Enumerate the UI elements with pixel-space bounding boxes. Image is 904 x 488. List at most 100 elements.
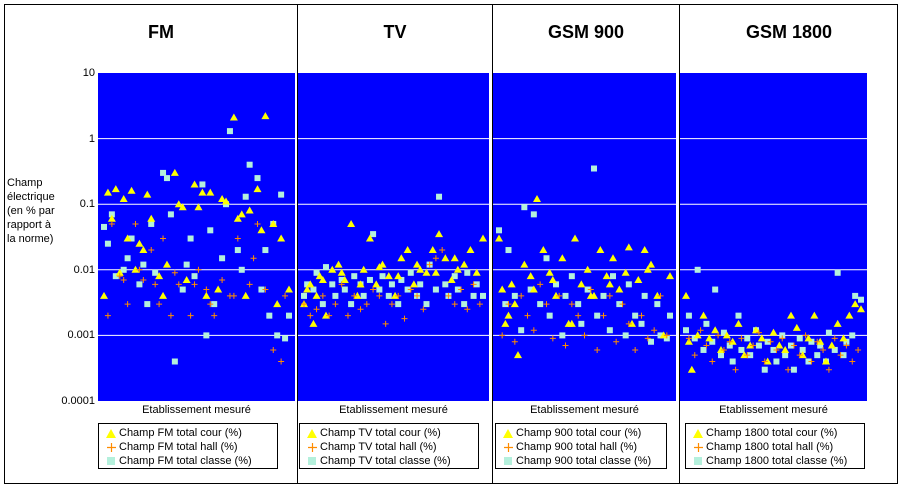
point-cour (202, 291, 211, 299)
point-cour (409, 280, 418, 288)
point-hall (234, 235, 241, 242)
point-hall (808, 358, 815, 365)
point-hall (363, 301, 370, 308)
point-cour (514, 351, 522, 359)
point-cour (583, 265, 592, 273)
point-cour (365, 234, 374, 242)
point-classe (187, 235, 194, 242)
point-cour (303, 285, 312, 293)
point-hall (600, 312, 607, 319)
point-classe (199, 181, 206, 188)
point-classe (594, 312, 601, 319)
point-cour (857, 305, 865, 313)
point-cour (822, 357, 830, 365)
point-classe (152, 269, 159, 276)
point-cour (460, 260, 469, 268)
legend-item: Champ TV total classe (%) (304, 454, 474, 468)
point-hall (414, 292, 421, 299)
point-hall (511, 338, 518, 345)
point-cour (356, 280, 365, 288)
point-classe (825, 329, 832, 336)
point-cour (111, 185, 120, 193)
point-hall (171, 269, 178, 276)
point-classe (638, 320, 645, 327)
point-cour (397, 254, 406, 262)
point-hall (703, 342, 710, 349)
point-classe (219, 255, 226, 262)
point-cour (198, 188, 207, 196)
point-hall (470, 281, 477, 288)
point-hall (837, 352, 844, 359)
point-cour (466, 246, 475, 254)
scatter-svg (298, 138, 489, 336)
y-tick-label: 0.0001 (61, 395, 95, 407)
point-cour (705, 334, 714, 342)
point-classe (234, 247, 241, 254)
point-hall (625, 320, 632, 327)
square-icon (690, 457, 706, 465)
point-classe (530, 211, 537, 218)
point-cour (552, 291, 560, 299)
point-classe (502, 301, 509, 308)
point-classe (461, 301, 468, 308)
point-hall (750, 342, 757, 349)
point-hall (301, 301, 307, 308)
y-axis-title-line: (en % par (7, 205, 55, 217)
point-classe (242, 193, 249, 200)
point-cour (372, 280, 381, 288)
point-classe (348, 301, 355, 308)
point-cour (334, 260, 343, 268)
point-cour (666, 272, 674, 280)
point-classe (163, 175, 170, 182)
plot-area-gsm900 (493, 73, 676, 401)
point-classe (262, 247, 269, 254)
point-classe (258, 286, 265, 293)
legend-item-label: Champ 1800 total classe (%) (706, 455, 848, 467)
y-axis-title-line: rapport à (7, 219, 52, 231)
legend-item: Champ 1800 total hall (%) (690, 440, 860, 454)
point-hall (307, 312, 314, 319)
point-hall (767, 338, 774, 345)
point-classe (591, 165, 597, 172)
point-classe (685, 312, 692, 319)
point-classe (663, 335, 670, 342)
point-classe (657, 332, 664, 339)
point-classe (101, 223, 107, 230)
point-classe (329, 281, 336, 288)
point-hall (395, 292, 402, 299)
point-hall (246, 281, 253, 288)
point-classe (718, 352, 724, 359)
point-hall (530, 327, 537, 334)
point-cour (257, 226, 266, 234)
point-classe (310, 286, 317, 293)
point-cour (123, 234, 132, 242)
point-hall (814, 338, 821, 345)
point-cour (359, 265, 368, 273)
point-hall (439, 247, 446, 254)
point-hall (401, 315, 408, 322)
point-cour (447, 275, 456, 283)
legend-item: Champ FM total cour (%) (103, 426, 273, 440)
point-classe (282, 335, 289, 342)
point-classe (814, 352, 821, 359)
point-hall (613, 338, 620, 345)
point-cour (647, 260, 655, 268)
legend-item-label: Champ 1800 total cour (%) (706, 427, 838, 439)
point-classe (366, 276, 373, 283)
point-classe (464, 269, 471, 276)
point-classe (709, 338, 716, 345)
point-classe (782, 352, 789, 359)
legend-fm: Champ FM total cour (%) Champ FM total h… (98, 423, 278, 469)
point-hall (278, 358, 285, 365)
point-cour (643, 265, 652, 273)
y-axis-title-line: Champ (7, 177, 43, 189)
point-cour (520, 260, 529, 268)
panel-title-fm: FM (148, 22, 174, 42)
point-cour (218, 195, 227, 203)
point-cour (131, 265, 140, 273)
point-classe (454, 286, 461, 293)
point-cour (309, 319, 318, 327)
point-classe (553, 281, 559, 288)
point-classe (301, 292, 307, 299)
point-cour (143, 190, 152, 198)
